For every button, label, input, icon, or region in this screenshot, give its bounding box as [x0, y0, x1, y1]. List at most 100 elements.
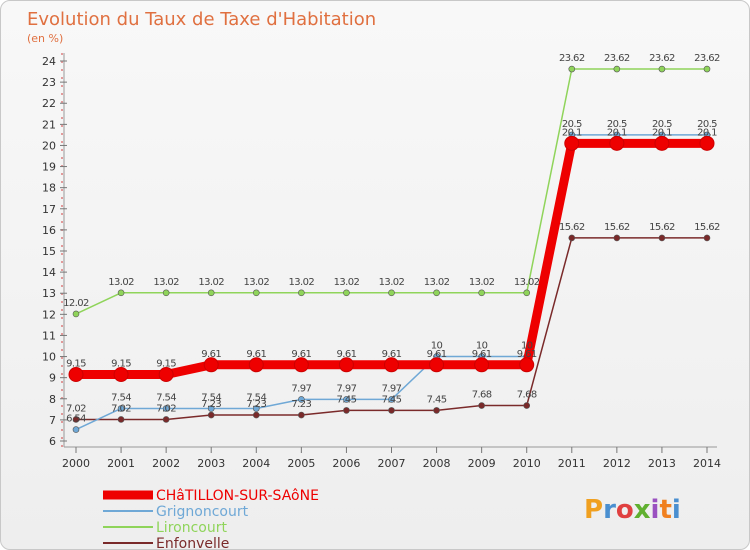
data-point	[433, 289, 440, 297]
data-point	[384, 357, 399, 373]
y-tick-label: 17	[42, 203, 56, 216]
data-label: 13.02	[424, 277, 450, 288]
proxiti-logo: Proxiti	[584, 495, 681, 525]
chart-subtitle: (en %)	[27, 32, 63, 45]
data-point	[343, 396, 350, 403]
logo-letter: P	[584, 495, 603, 525]
data-label: 13.02	[108, 277, 134, 288]
data-label: 23.62	[559, 53, 585, 64]
data-label: 13.02	[514, 277, 540, 288]
y-tick-label: 21	[42, 118, 56, 131]
data-label: 7.68	[472, 390, 492, 401]
data-label: 20.1	[562, 127, 582, 138]
data-point	[613, 65, 621, 73]
series-line-0	[76, 138, 707, 379]
data-label: 23.62	[649, 53, 675, 64]
y-tick-label: 13	[42, 287, 56, 300]
data-point	[117, 289, 125, 297]
data-point	[429, 357, 445, 373]
data-point	[703, 65, 711, 73]
data-label: 20.1	[652, 127, 672, 138]
data-point	[72, 310, 80, 318]
data-label: 7.97	[291, 383, 311, 394]
x-tick-label: 2005	[287, 457, 315, 470]
data-label: 13.02	[153, 277, 179, 288]
data-point	[474, 357, 490, 373]
data-label: 7.02	[156, 403, 176, 414]
data-label: 7.02	[111, 403, 131, 414]
y-tick-label: 10	[42, 351, 56, 364]
y-tick-label: 11	[42, 329, 56, 342]
data-label: 13.02	[243, 277, 269, 288]
data-label: 20.1	[607, 127, 627, 138]
data-point	[207, 405, 215, 412]
data-point	[388, 407, 395, 414]
data-label: 13.02	[289, 277, 315, 288]
y-tick-label: 24	[42, 55, 56, 68]
data-label: 13.02	[334, 277, 360, 288]
y-tick-label: 14	[42, 266, 56, 279]
data-point	[252, 411, 260, 419]
data-point	[338, 357, 354, 373]
data-point	[433, 407, 440, 414]
data-point	[478, 402, 485, 409]
data-label: 9.15	[66, 359, 86, 370]
data-point	[564, 135, 580, 151]
data-point	[519, 357, 535, 373]
series-lines	[68, 65, 715, 433]
data-point	[703, 234, 711, 242]
y-tick-label: 7	[49, 414, 56, 427]
legend-label: Grignoncourt	[156, 504, 249, 520]
data-label: 7.23	[201, 399, 221, 410]
y-tick-label: 9	[49, 372, 56, 385]
data-point	[388, 396, 395, 403]
data-label: 9.61	[382, 349, 402, 360]
x-tick-label: 2003	[197, 457, 225, 470]
data-point	[207, 289, 215, 297]
y-tick-label: 19	[42, 161, 56, 174]
data-label: 15.62	[604, 222, 630, 233]
data-label: 9.61	[517, 349, 537, 360]
data-label: 23.62	[694, 53, 720, 64]
data-point	[568, 65, 576, 73]
logo-letter: i	[651, 495, 660, 525]
data-label: 7.97	[336, 383, 356, 394]
x-tick-label: 2010	[513, 457, 541, 470]
data-point	[162, 289, 170, 297]
data-point	[343, 289, 350, 297]
data-label: 20.1	[697, 127, 717, 138]
data-point	[298, 396, 305, 403]
data-point	[72, 416, 80, 423]
data-label: 9.15	[156, 359, 176, 370]
data-label: 23.62	[604, 53, 630, 64]
data-label: 10	[431, 341, 443, 352]
data-point	[203, 357, 219, 373]
data-label: 15.62	[649, 222, 675, 233]
data-label: 7.02	[66, 403, 86, 414]
data-label: 7.45	[427, 394, 447, 405]
logo-letter: i	[672, 495, 681, 525]
data-label: 7.45	[382, 394, 402, 405]
y-tick-label: 16	[42, 224, 56, 237]
data-point	[162, 416, 170, 423]
data-point	[699, 135, 715, 151]
data-point	[207, 411, 215, 419]
data-point	[117, 405, 125, 412]
data-label: 9.15	[111, 359, 131, 370]
data-point	[252, 405, 260, 412]
legend-label: Enfonvelle	[156, 536, 229, 550]
data-point	[293, 357, 309, 373]
data-label: 9.61	[201, 349, 221, 360]
logo-letter: x	[634, 495, 651, 525]
x-tick-label: 2002	[152, 457, 180, 470]
data-label: 12.02	[63, 298, 89, 309]
y-tick-label: 23	[42, 76, 56, 89]
data-point	[298, 411, 305, 419]
data-label: 9.61	[246, 349, 266, 360]
axes: 6 7 8 9 10 11 12 13 14 15 16 17 18 19 20 21 22 23 24 2000 20…	[42, 53, 721, 470]
x-tick-label: 2000	[62, 457, 90, 470]
logo-letter: r	[603, 495, 616, 525]
data-label: 20.5	[562, 119, 582, 130]
data-point	[252, 289, 260, 297]
